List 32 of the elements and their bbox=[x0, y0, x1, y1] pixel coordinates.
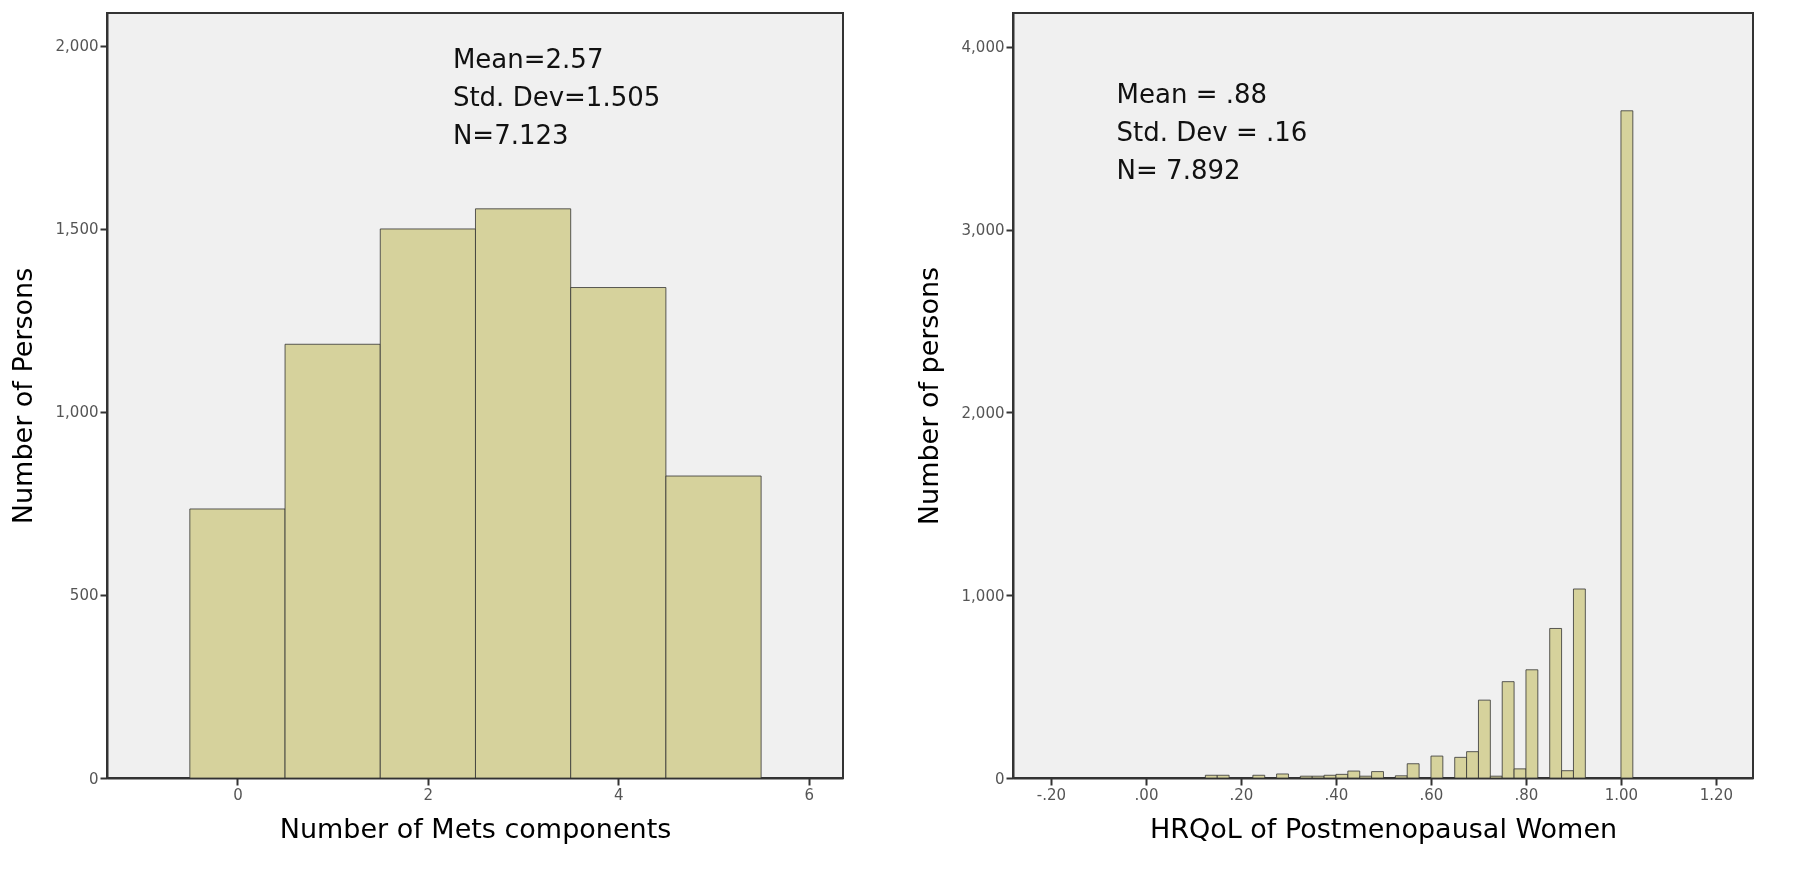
y-tick-label: 1,500 bbox=[55, 220, 99, 239]
y-tick-label: 1,000 bbox=[55, 403, 99, 422]
y-tick-label: 0 bbox=[88, 769, 99, 788]
x-tick-label: .20 bbox=[1229, 785, 1254, 804]
x-tick-label: 0 bbox=[233, 785, 243, 804]
y-tick-label: 2,000 bbox=[55, 37, 99, 56]
y-tick-label: 2,000 bbox=[961, 403, 1005, 422]
y-tick-label: 4,000 bbox=[961, 38, 1005, 57]
annotation: Mean=2.57 bbox=[452, 44, 604, 75]
y-axis-title: Number of Persons bbox=[6, 267, 38, 525]
annotation: Mean = .88 bbox=[1116, 78, 1268, 109]
x-axis-title: HRQoL of Postmenopausal Women bbox=[1149, 812, 1618, 844]
x-tick-label: 2 bbox=[423, 785, 434, 804]
x-tick-label: -.20 bbox=[1036, 785, 1067, 804]
x-tick-label: .00 bbox=[1134, 785, 1159, 804]
x-tick-label: 1.20 bbox=[1699, 785, 1734, 804]
x-tick-label: 6 bbox=[804, 785, 814, 804]
y-tick-label: 3,000 bbox=[961, 221, 1005, 240]
y-axis-title: Number of persons bbox=[912, 266, 944, 526]
x-tick-label: .60 bbox=[1419, 785, 1444, 804]
y-tick-label: 0 bbox=[994, 769, 1005, 788]
x-tick-label: 4 bbox=[614, 785, 624, 804]
x-tick-label: .80 bbox=[1514, 785, 1539, 804]
annotation: Std. Dev=1.505 bbox=[452, 82, 661, 113]
annotation: N= 7.892 bbox=[1116, 154, 1241, 185]
x-axis-title: Number of Mets components bbox=[279, 812, 672, 844]
y-tick-label: 1,000 bbox=[961, 586, 1005, 605]
annotation: N=7.123 bbox=[452, 120, 569, 151]
x-tick-label: 1.00 bbox=[1604, 785, 1639, 804]
annotation: Std. Dev = .16 bbox=[1116, 116, 1308, 147]
x-tick-label: .40 bbox=[1324, 785, 1349, 804]
y-tick-label: 500 bbox=[69, 586, 99, 605]
